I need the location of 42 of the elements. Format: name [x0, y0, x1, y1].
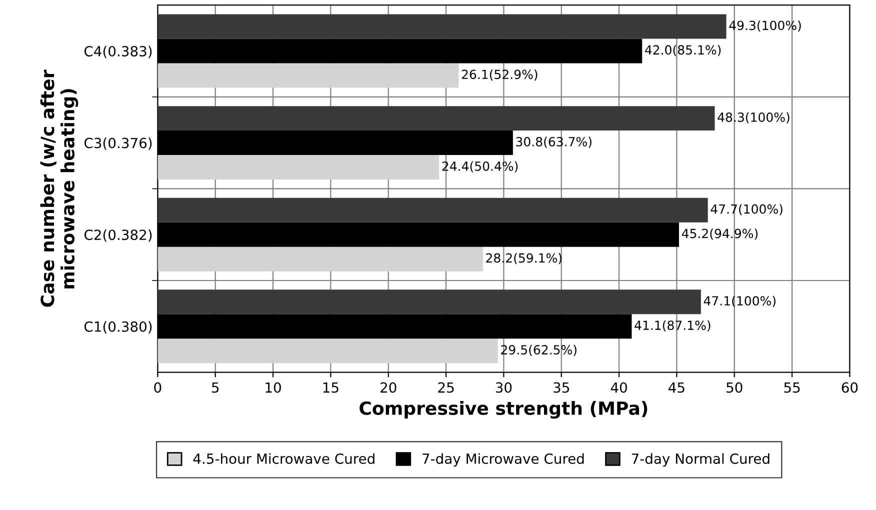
data-label: 28.2(59.1%) [486, 253, 562, 264]
y-tick-label: C2(0.382) [84, 229, 152, 242]
legend-label: 7-day Microwave Cured [422, 453, 584, 467]
data-label: 49.3(100%) [729, 20, 801, 32]
legend-label: 4.5-hour Microwave Cured [193, 453, 374, 464]
y-tick-label: C1(0.380) [84, 321, 152, 334]
x-tick-label: 5 [212, 382, 219, 393]
bar [158, 338, 498, 364]
x-tick-label: 60 [842, 382, 858, 393]
bar [158, 106, 715, 131]
x-tick-label: 55 [784, 382, 800, 393]
bar [158, 290, 701, 314]
x-tick-label: 20 [380, 382, 396, 393]
x-tick-label: 50 [726, 382, 742, 393]
x-tick-label: 15 [323, 382, 338, 393]
bar [158, 14, 726, 39]
data-label: 24.4(50.4%) [442, 161, 518, 172]
y-tick-label: C3(0.376) [84, 138, 152, 150]
data-label: 47.7(100%) [710, 204, 782, 216]
x-tick-label: 10 [266, 382, 281, 393]
x-tick-label: 45 [668, 382, 684, 393]
data-label: 45.2(94.9%) [682, 228, 758, 240]
legend-label: 7-day Normal Cured [632, 453, 770, 467]
x-tick-label: 0 [154, 382, 162, 393]
bar [158, 63, 459, 88]
data-label: 26.1(52.9%) [462, 69, 538, 81]
data-label: 48.3(100%) [718, 112, 790, 124]
data-label: 42.0(85.1%) [645, 44, 721, 56]
x-tick-label: 25 [438, 382, 454, 393]
y-tick-label: C4(0.383) [84, 46, 152, 58]
bar [158, 246, 483, 272]
x-axis-title: Compressive strength (MPa) [360, 401, 648, 419]
x-tick-label: 30 [496, 382, 512, 393]
data-label: 41.1(87.1%) [634, 320, 710, 332]
data-label: 29.5(62.5%) [501, 344, 576, 356]
bar [158, 155, 440, 180]
bar [158, 198, 708, 222]
y-axis-title: Case number (w/c after microwave heating) [40, 70, 78, 307]
data-label: 47.1(100%) [704, 296, 776, 308]
x-tick-label: 40 [610, 382, 627, 393]
data-label: 30.8(63.7%) [516, 136, 592, 148]
x-tick-label: 35 [554, 382, 569, 393]
